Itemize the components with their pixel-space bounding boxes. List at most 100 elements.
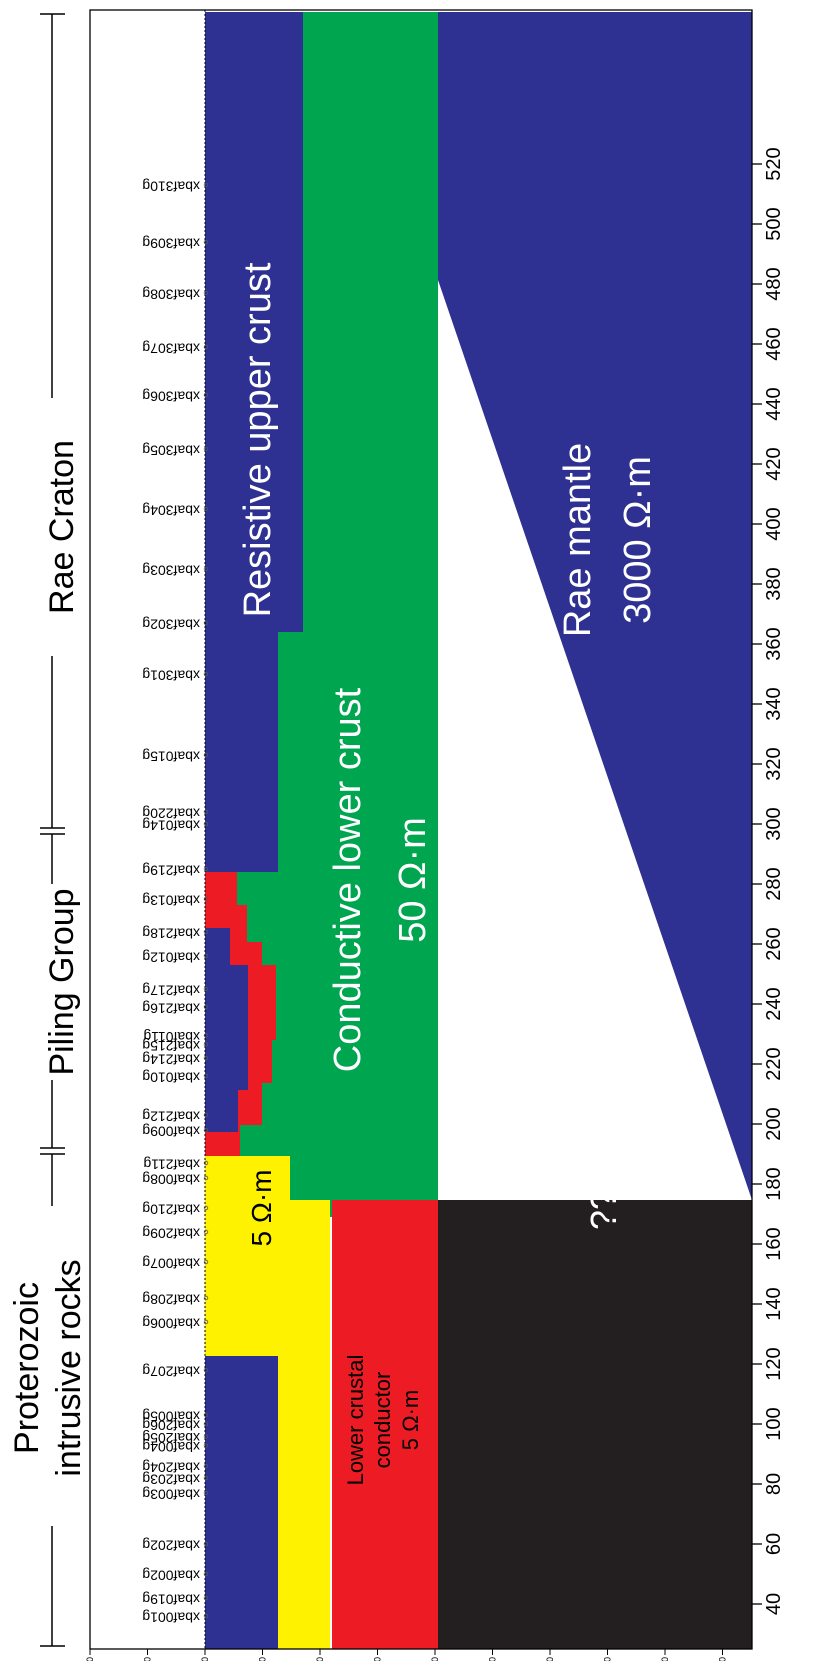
station-marker (203, 809, 209, 815)
rae-craton-label: Rae Craton (43, 440, 81, 614)
station-marker (203, 1463, 209, 1469)
station-marker (203, 1004, 209, 1010)
station-label: xbaf309g (142, 235, 200, 251)
station-marker (203, 344, 209, 350)
station-marker (203, 1295, 209, 1301)
distance-tick-label: 260 (763, 927, 785, 960)
station-marker (203, 1205, 209, 1211)
station-marker (203, 446, 209, 452)
station-marker (203, 1421, 209, 1427)
depth-tick-label: 10000 (258, 1657, 268, 1661)
distance-tick-label: 480 (763, 267, 785, 300)
intrusive-rocks-label: intrusive rocks (50, 1259, 88, 1476)
station-marker (203, 866, 209, 872)
station-marker (203, 1033, 209, 1038)
station-label: xbaf009g (142, 1123, 200, 1139)
station-label: xbaf204g (142, 1459, 200, 1475)
station-marker (203, 896, 209, 902)
station-label: xbaf212g (142, 1108, 200, 1124)
station-marker (203, 821, 209, 827)
station-marker (203, 620, 209, 626)
distance-tick-label: 460 (763, 327, 785, 360)
depth-axis: 20000 10000 0 10000 20000 30000 40000 50000 6000… (85, 1649, 728, 1661)
distance-tick-label: 320 (763, 747, 785, 780)
station-marker (203, 506, 209, 512)
station-label: xbaf214g (142, 1051, 200, 1067)
station-marker (203, 1541, 209, 1547)
distance-tick-label: 60 (763, 1533, 785, 1555)
depth-tick-label: 40000 (430, 1657, 440, 1661)
proterozoic-blue-region (205, 1356, 278, 1649)
station-marker (203, 1259, 209, 1265)
distance-tick-label: 520 (763, 147, 785, 180)
station-marker (203, 392, 209, 398)
station-label: xbaf306g (142, 388, 200, 404)
station-label: xbaf308g (142, 286, 200, 302)
station-marker (203, 1434, 209, 1439)
resistive-upper-crust-step (205, 632, 278, 872)
station-label: xbaf013g (142, 892, 200, 908)
station-marker (203, 1042, 209, 1047)
station-label: xbaf004g (142, 1439, 200, 1455)
distance-tick-label: 440 (763, 387, 785, 420)
lcc-label-line1: Lower crustal (343, 1355, 368, 1486)
distance-tick-label: 80 (763, 1473, 785, 1495)
station-label: xbaf303g (142, 562, 200, 578)
station-marker (203, 1073, 209, 1079)
top-annotations (40, 13, 65, 1647)
distance-tick-label: 360 (763, 627, 785, 660)
station-label: xbaf219g (142, 862, 200, 878)
depth-tick-label: 50000 (488, 1657, 498, 1661)
depth-tick-label: 20000 (85, 1657, 95, 1661)
distance-tick-label: 160 (763, 1227, 785, 1260)
station-marker (203, 1319, 209, 1325)
station-label: xbaf208g (142, 1291, 200, 1307)
station-label: xbaf008g (142, 1171, 200, 1187)
lcc-value-label: 5 Ω·m (398, 1390, 423, 1450)
station-marker (203, 1412, 209, 1418)
depth-tick-label: 20000 (315, 1657, 325, 1661)
station-label: xbaf015g (142, 748, 200, 764)
station-label: xbaf220g (142, 805, 200, 821)
resistive-upper-crust-label: Resistive upper crust (237, 262, 279, 617)
conductive-lower-crust-value: 50 Ω·m (392, 817, 434, 943)
station-label: xbaf301g (142, 667, 200, 683)
station-label: xbaf310g (142, 178, 200, 194)
station-marker (203, 986, 209, 992)
station-marker (203, 290, 209, 296)
distance-tick-label: 340 (763, 687, 785, 720)
distance-tick-label: 200 (763, 1107, 785, 1140)
lower-crustal-conductor-region (332, 1200, 438, 1649)
depth-tick-label: 80000 (660, 1657, 670, 1661)
station-marker (203, 953, 209, 959)
depth-tick-label: 10000 (143, 1657, 153, 1661)
station-marker (203, 1229, 209, 1235)
station-label: xbaf304g (142, 502, 200, 518)
rae-mantle-value: 3000 Ω·m (617, 456, 659, 624)
station-label: xbaf014g (142, 817, 200, 833)
station-label: xbaf210g (142, 1201, 200, 1217)
station-marker (203, 182, 209, 188)
distance-tick-label: 240 (763, 987, 785, 1020)
distance-axis: 40 60 80 100 120 140 160 180 200 220 240 260 280 300 3… (752, 147, 785, 1615)
station-label: xbaf203g (142, 1471, 200, 1487)
station-label: xbaf305g (142, 442, 200, 458)
station-marker (203, 1475, 209, 1481)
station-label: xbaf012g (142, 949, 200, 965)
station-label: xbaf307g (142, 340, 200, 356)
station-marker (203, 566, 209, 572)
distance-tick-label: 400 (763, 507, 785, 540)
depth-tick-label: 0 (200, 1657, 210, 1661)
conductive-lower-crust-label: Conductive lower crust (327, 687, 369, 1072)
station-label: xbaf209g (142, 1225, 200, 1241)
station-label: xbaf001g (142, 1609, 200, 1625)
resistive-upper-crust-region (205, 12, 303, 632)
station-marker (203, 1367, 209, 1373)
station-label: xbaf011g (143, 1029, 200, 1045)
station-marker (203, 1443, 209, 1448)
distance-tick-label: 420 (763, 447, 785, 480)
station-marker (203, 752, 209, 758)
station-label: xbaf202g (142, 1537, 200, 1553)
depth-tick-label: 90000 (718, 1657, 728, 1661)
